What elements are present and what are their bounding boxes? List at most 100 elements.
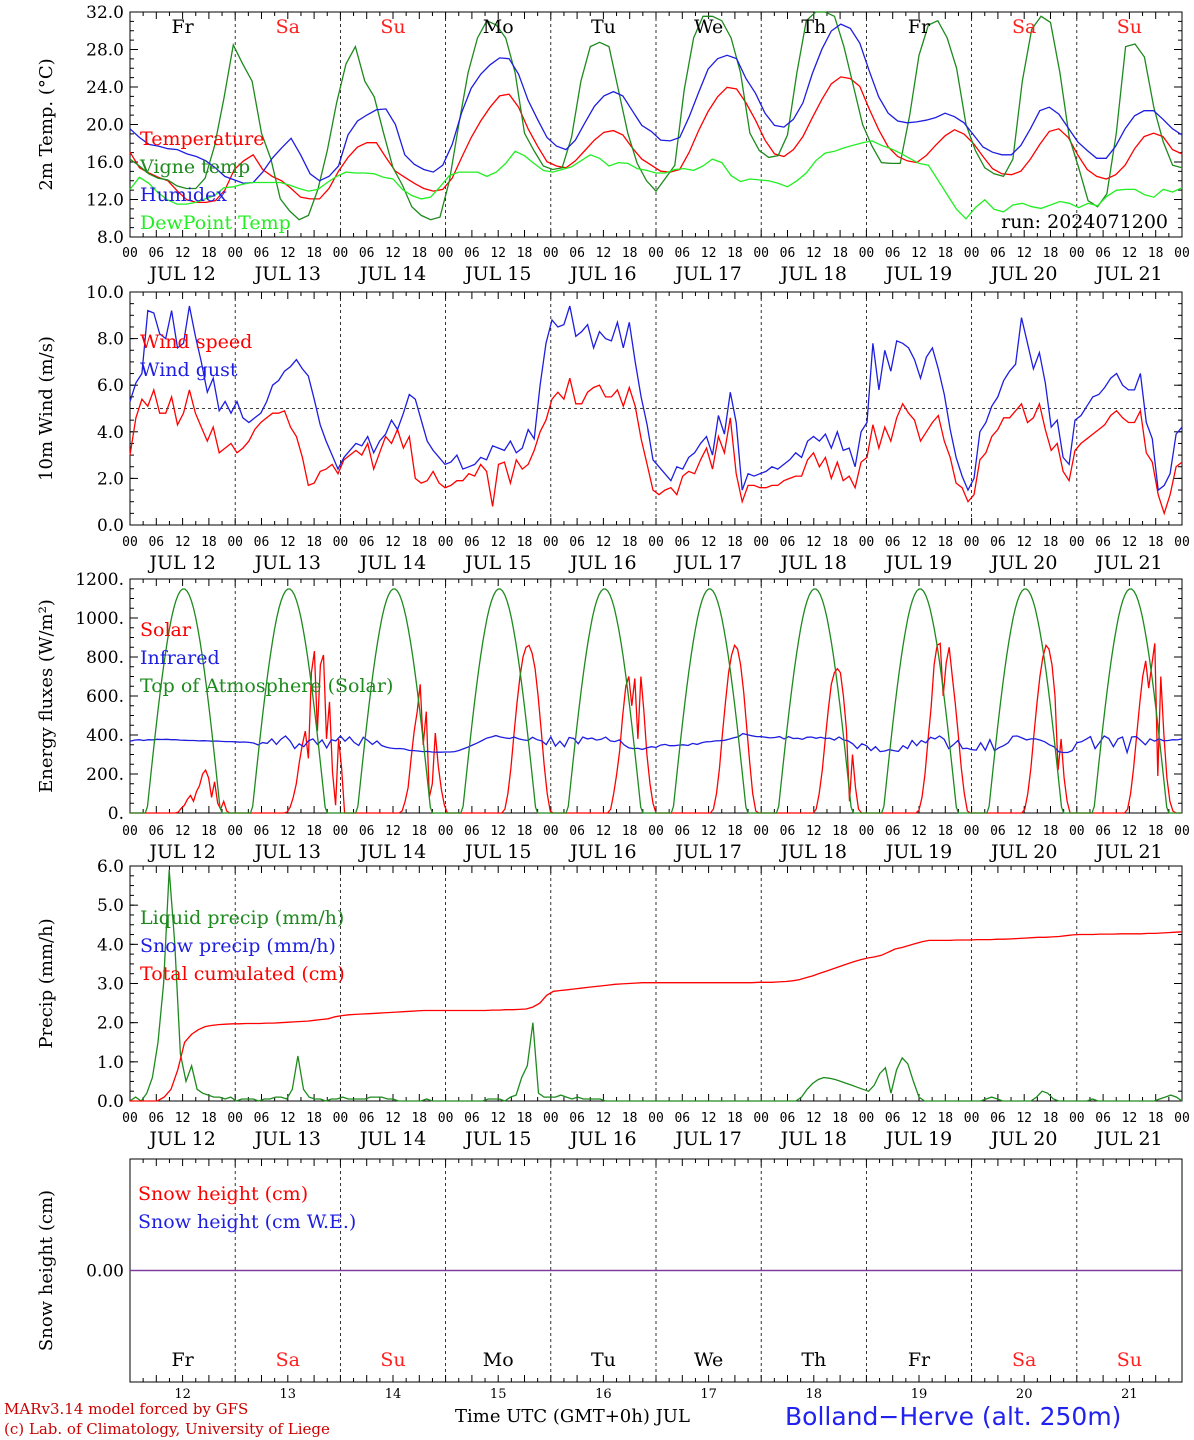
weekday-label: Su	[1117, 16, 1142, 38]
x-tick-label: 00	[1069, 535, 1085, 550]
day-label: JUL 16	[568, 552, 636, 574]
x-tick-label: 12	[806, 535, 822, 550]
x-tick-label: 00	[648, 824, 664, 839]
y-tick-label: 8.0	[97, 330, 124, 350]
x-tick-label: 00	[333, 246, 349, 261]
x-tick-label: 18	[411, 824, 427, 839]
x-tick-label: 06	[148, 246, 164, 261]
x-tick-label: 18	[727, 824, 743, 839]
bottom-weekday-label: Th	[801, 1349, 826, 1371]
x-tick-label: 06	[780, 535, 796, 550]
x-tick-label: 12	[1122, 535, 1138, 550]
x-tick-label: 00	[543, 824, 559, 839]
x-tick-label: 00	[333, 1111, 349, 1126]
x-tick-label: 12	[175, 1111, 191, 1126]
x-tick-label: 00	[753, 824, 769, 839]
x-tick-label: 12	[911, 535, 927, 550]
x-tick-label: 00	[122, 535, 138, 550]
lab-credit: (c) Lab. of Climatology, University of L…	[4, 1420, 330, 1438]
x-tick-label: 12	[1016, 535, 1032, 550]
bottom-weekday-label: Mo	[483, 1349, 514, 1371]
x-tick-label: 12	[701, 246, 717, 261]
x-tick-label: 18	[937, 1111, 953, 1126]
x-tick-label: 12	[1016, 824, 1032, 839]
x-tick-label: 00	[333, 824, 349, 839]
day-label: JUL 21	[1094, 1128, 1162, 1150]
y-tick-label: 1000.	[75, 609, 124, 629]
y-tick-label: 12.0	[86, 191, 124, 211]
x-tick-label: 12	[280, 535, 296, 550]
y-tick-label: 6.0	[97, 857, 124, 877]
x-tick-label: 00	[859, 1111, 875, 1126]
x-tick-label: 00	[964, 246, 980, 261]
x-tick-label: 12	[596, 1111, 612, 1126]
x-tick-label: 00	[438, 246, 454, 261]
x-tick-label: 18	[937, 246, 953, 261]
x-tick-label: 18	[306, 535, 322, 550]
day-label: JUL 20	[989, 263, 1057, 285]
x-tick-label: 06	[990, 824, 1006, 839]
x-tick-label: 12	[596, 824, 612, 839]
day-label: JUL 19	[884, 552, 952, 574]
x-tick-label: 18	[411, 246, 427, 261]
legend-entry: Snow height (cm)	[138, 1183, 308, 1205]
x-tick-label: 00	[648, 246, 664, 261]
x-tick-label: 00	[964, 824, 980, 839]
legend-entry: Wind speed	[140, 331, 252, 353]
y-tick-label: 2.0	[97, 1014, 124, 1034]
x-tick-label: 00	[543, 246, 559, 261]
x-tick-label: 00	[227, 1111, 243, 1126]
x-tick-label: 12	[911, 824, 927, 839]
legend-entry: Vigne temp	[139, 156, 250, 178]
day-label: JUL 14	[358, 841, 426, 863]
x-tick-label: 18	[201, 246, 217, 261]
bottom-day-number: 15	[490, 1387, 507, 1400]
y-axis-label: Snow height (cm)	[36, 1190, 57, 1351]
x-tick-label: 00	[543, 1111, 559, 1126]
x-tick-label: 12	[490, 246, 506, 261]
x-tick-label: 00	[1069, 824, 1085, 839]
weekday-label: Su	[380, 16, 405, 38]
x-tick-label: 06	[885, 1111, 901, 1126]
x-tick-label: 06	[990, 246, 1006, 261]
x-tick-label: 00	[859, 246, 875, 261]
bottom-day-number: 19	[911, 1387, 928, 1400]
x-tick-label: 06	[148, 1111, 164, 1126]
x-tick-label: 18	[411, 1111, 427, 1126]
x-tick-label: 12	[806, 1111, 822, 1126]
x-tick-label: 00	[1174, 1111, 1190, 1126]
x-tick-label: 00	[1174, 824, 1190, 839]
x-tick-label: 12	[385, 1111, 401, 1126]
x-tick-label: 00	[1069, 246, 1085, 261]
x-tick-label: 18	[201, 824, 217, 839]
x-tick-label: 06	[359, 1111, 375, 1126]
legend-entry: Solar	[140, 619, 192, 641]
series-line-1-0	[129, 378, 1183, 516]
x-tick-label: 06	[359, 535, 375, 550]
bottom-weekday-label: Su	[380, 1349, 405, 1371]
x-tick-label: 12	[1016, 1111, 1032, 1126]
bottom-day-number: 12	[174, 1387, 191, 1400]
run-annotation: run: 2024071200	[1001, 211, 1168, 233]
x-tick-label: 00	[122, 1111, 138, 1126]
bottom-weekday-label: Tu	[591, 1349, 616, 1371]
x-tick-label: 00	[1174, 535, 1190, 550]
x-tick-label: 12	[175, 246, 191, 261]
legend-entry: Humidex	[140, 184, 227, 206]
x-tick-label: 12	[385, 824, 401, 839]
y-tick-label: 6.0	[97, 376, 124, 396]
x-tick-label: 00	[438, 535, 454, 550]
day-label: JUL 15	[463, 552, 531, 574]
legend-entry: Snow precip (mm/h)	[140, 935, 336, 957]
day-label: JUL 15	[463, 841, 531, 863]
x-tick-label: 12	[806, 246, 822, 261]
bottom-weekday-label: Sa	[276, 1349, 300, 1371]
legend-entry: Total cumulated (cm)	[140, 963, 345, 985]
x-tick-label: 12	[596, 535, 612, 550]
x-tick-label: 06	[569, 246, 585, 261]
x-tick-label: 12	[490, 535, 506, 550]
x-tick-label: 00	[1174, 246, 1190, 261]
x-tick-label: 06	[1095, 824, 1111, 839]
x-tick-label: 18	[1148, 535, 1164, 550]
x-tick-label: 06	[1095, 1111, 1111, 1126]
